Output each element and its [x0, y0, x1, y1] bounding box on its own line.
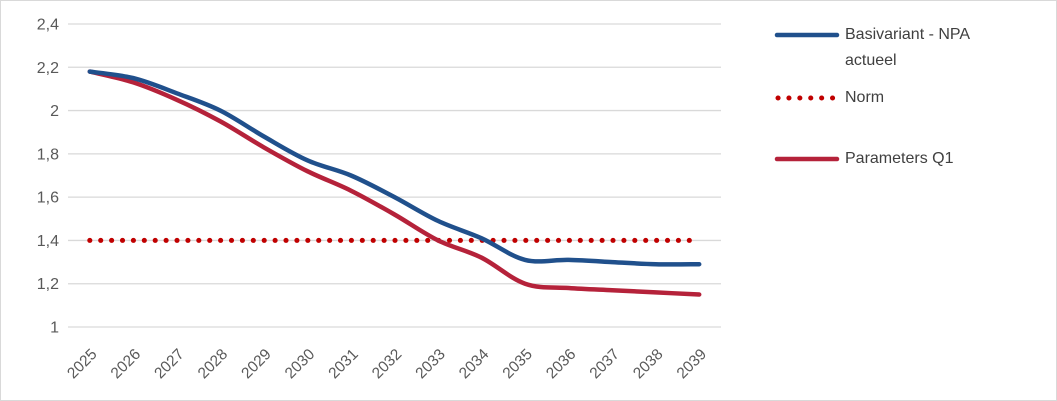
y-axis-tick-2: 2 — [50, 103, 59, 120]
legend-item-norm: Norm — [774, 85, 884, 111]
x-axis-tick-2034: 2034 — [456, 346, 493, 383]
series-line-parameters-q1 — [87, 69, 702, 297]
y-axis-tick-1: 1 — [50, 320, 59, 337]
x-axis-tick-2028: 2028 — [195, 346, 231, 382]
y-axis-tick-1,4: 1,4 — [37, 233, 59, 250]
legend-label-basivariant: Basivariant - NPA actueel — [845, 26, 970, 69]
line-chart-plot-area: 2,4 2,2 2 1,8 1,6 1,4 1,2 1 2025 2026 2027 2028 2029… — [37, 17, 721, 383]
x-axis-tick-2035: 2035 — [500, 346, 536, 382]
y-axis-tick-2,4: 2,4 — [37, 17, 59, 34]
legend-solid-line-icon — [774, 32, 840, 38]
x-axis-tick-2037: 2037 — [587, 346, 623, 382]
y-axis-tick-1,8: 1,8 — [37, 146, 59, 163]
legend-label-norm: Norm — [845, 89, 885, 106]
x-axis-tick-2031: 2031 — [325, 346, 361, 382]
x-axis-tick-2032: 2032 — [369, 346, 405, 382]
y-axis-tick-1,6: 1,6 — [37, 190, 59, 207]
x-axis-tick-2030: 2030 — [282, 346, 319, 383]
series-line-basivariant-npa-actueel — [87, 69, 702, 267]
y-axis-tick-1,2: 1,2 — [37, 276, 59, 293]
legend-dotted-line-icon — [775, 95, 839, 101]
legend-solid-line-icon — [774, 156, 840, 162]
x-axis-tick-2038: 2038 — [630, 346, 666, 382]
legend-label-parameters-q1: Parameters Q1 — [845, 150, 954, 167]
legend-item-parameters-q1: Parameters Q1 — [774, 146, 953, 172]
legend-item-basivariant: Basivariant - NPA actueel — [774, 22, 1020, 74]
x-axis-tick-2033: 2033 — [412, 346, 448, 382]
legend: Basivariant - NPA actueel Norm Parameter… — [774, 1, 1054, 400]
x-axis-tick-2036: 2036 — [543, 346, 579, 382]
x-axis-tick-2025: 2025 — [64, 346, 100, 382]
x-axis-tick-2027: 2027 — [151, 346, 187, 382]
x-axis-tick-2039: 2039 — [674, 346, 710, 382]
y-axis-tick-2,2: 2,2 — [37, 60, 59, 77]
x-axis-tick-2026: 2026 — [108, 346, 144, 382]
x-axis-tick-2029: 2029 — [238, 346, 274, 382]
